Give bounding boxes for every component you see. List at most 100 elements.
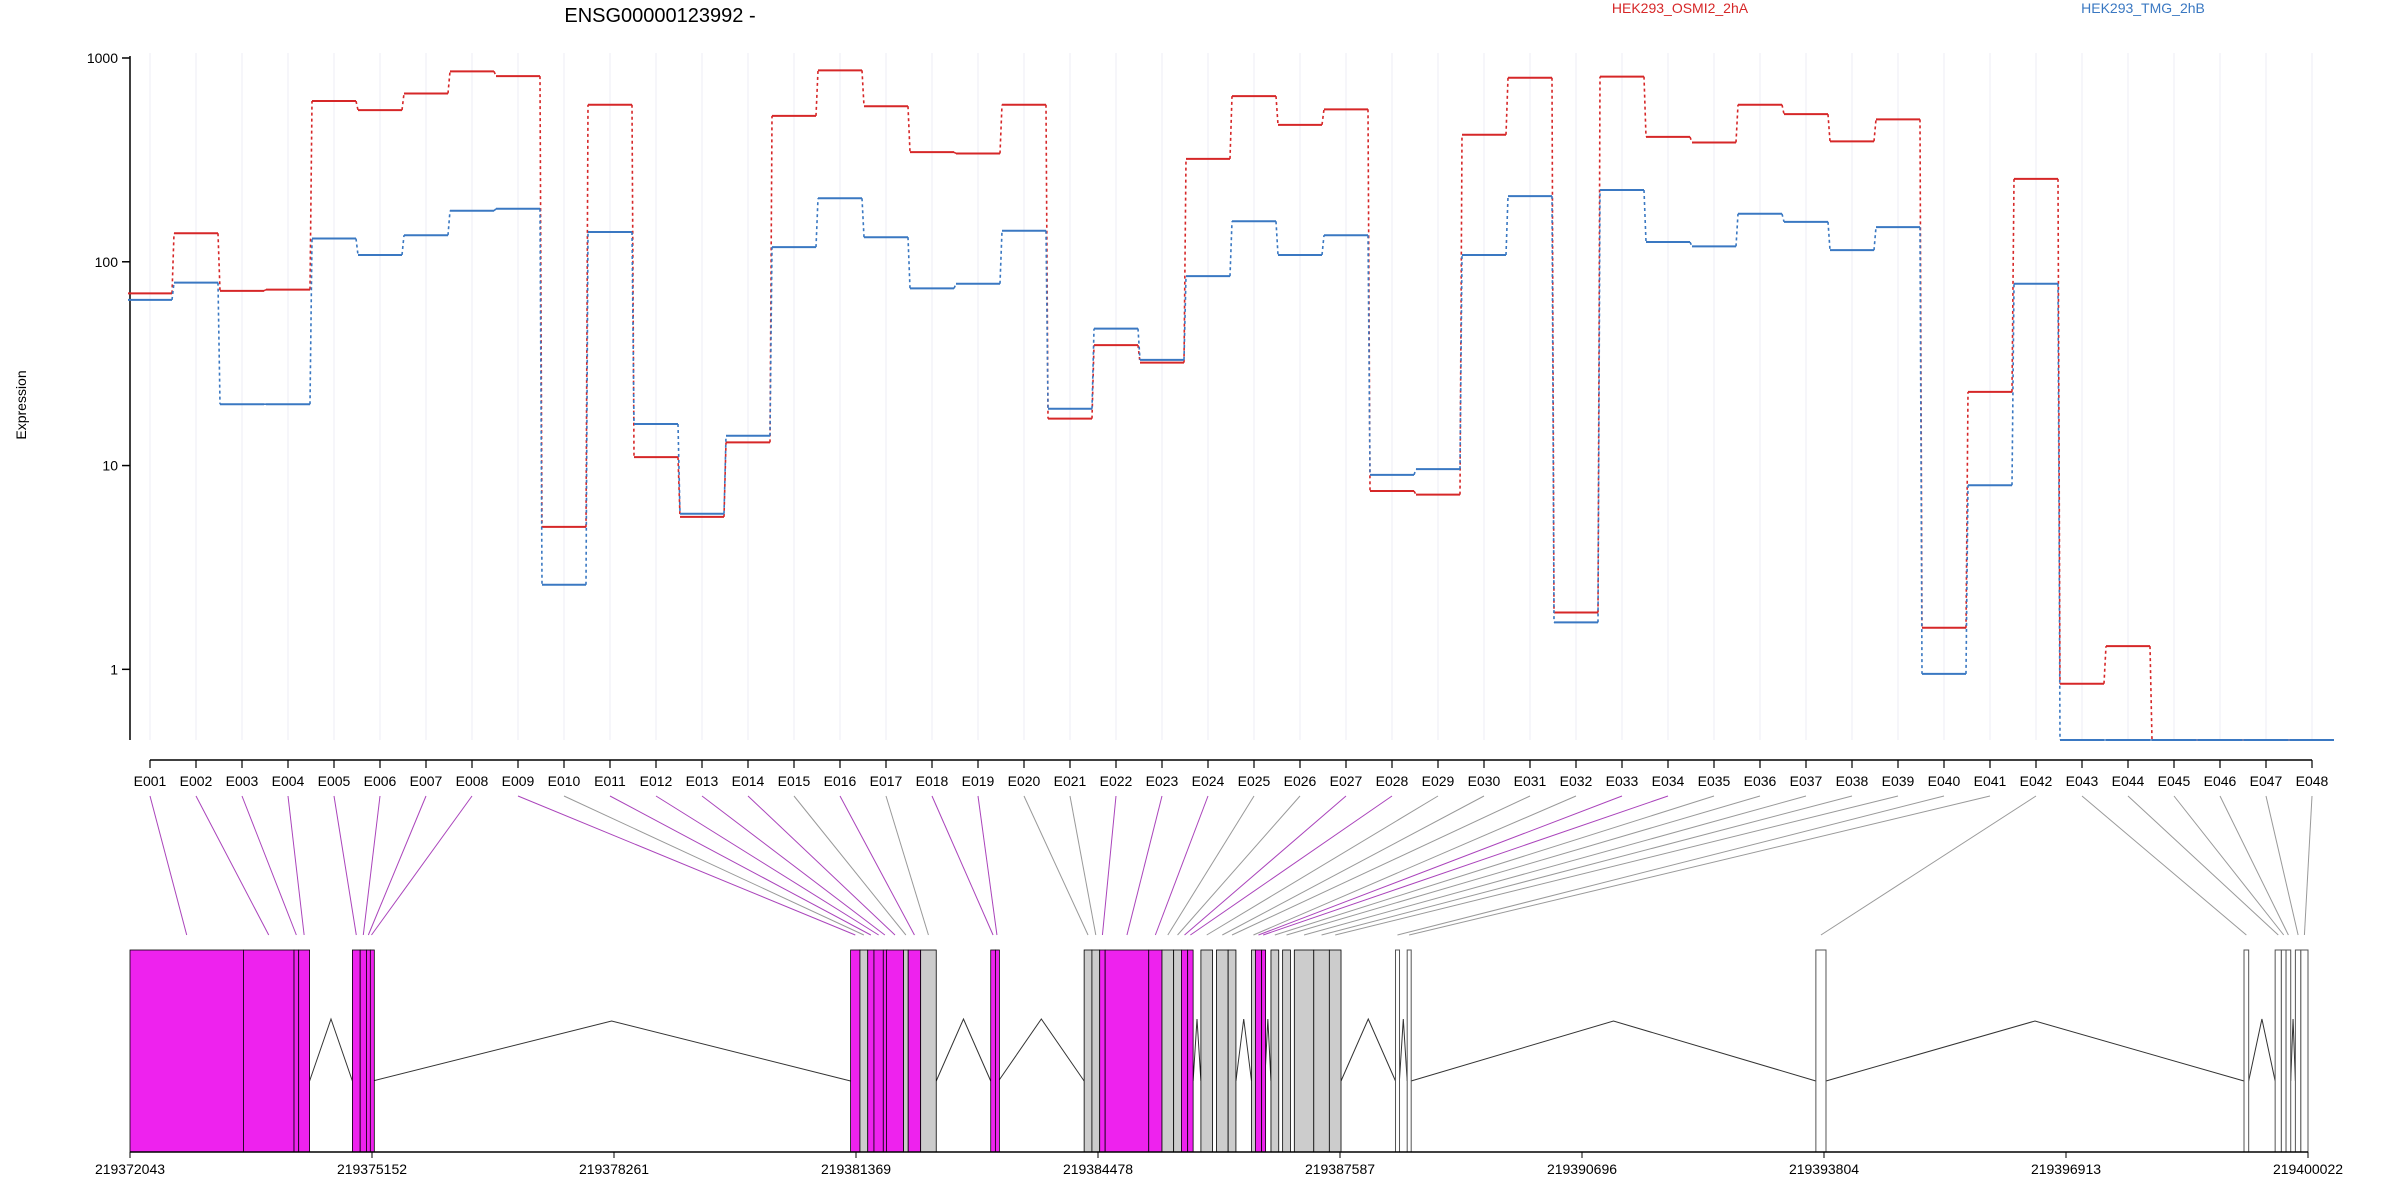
exon-connector [747, 795, 896, 936]
exon-connector [609, 795, 872, 936]
exon-connector [1231, 795, 1531, 936]
exon-connector [2173, 795, 2285, 936]
x-tick-label: E044 [2112, 773, 2145, 789]
exon-box [359, 949, 367, 1153]
exon-connector [1023, 795, 1089, 936]
exon-connector [287, 795, 305, 936]
gene-model [129, 949, 2309, 1153]
series-1-connector [171, 189, 2290, 741]
x-tick-label: E036 [1744, 773, 1777, 789]
exon-box [1251, 949, 1256, 1153]
exon-box [352, 949, 361, 1153]
x-tick-label: E010 [548, 773, 581, 789]
x-tick-label: E027 [1330, 773, 1363, 789]
x-tick-label: E043 [2066, 773, 2099, 789]
y-tick-label: 100 [95, 254, 119, 270]
x-tick-label: E019 [962, 773, 995, 789]
x-tick-label: E021 [1054, 773, 1087, 789]
exon-box [1173, 949, 1182, 1153]
exon-connector [1167, 795, 1255, 936]
exon-box [994, 949, 1000, 1153]
genomic-tick-label: 219387587 [1305, 1161, 1375, 1177]
x-tick-label: E030 [1468, 773, 1501, 789]
exon-connector [1126, 795, 1163, 936]
x-tick-label: E002 [180, 773, 213, 789]
exon-connector [1206, 795, 1439, 936]
intron [372, 1020, 851, 1082]
exon-connector [931, 795, 994, 936]
x-tick-label: E012 [640, 773, 673, 789]
exon-box [1227, 949, 1237, 1153]
exon-connector [1397, 795, 1945, 936]
exon-connector [1335, 795, 1899, 936]
exon-connector [885, 795, 929, 936]
genomic-tick-label: 219375152 [337, 1161, 407, 1177]
exon-connector [977, 795, 998, 936]
exon-box [1282, 949, 1291, 1153]
exon-connector [2265, 795, 2299, 936]
exon-box [1104, 949, 1150, 1153]
exon-box [1200, 949, 1213, 1153]
exon-connector [563, 795, 865, 936]
exon-connector [1222, 795, 1485, 936]
exon-connector [1286, 795, 1761, 936]
x-tick-label: E035 [1698, 773, 1731, 789]
genomic-tick-label: 219393804 [1789, 1161, 1859, 1177]
x-tick-label: E011 [594, 773, 626, 789]
intron [1192, 1018, 1202, 1082]
x-tick-label: E015 [778, 773, 811, 789]
exon-connector [1321, 795, 1853, 936]
x-tick-label: E023 [1146, 773, 1179, 789]
genomic-tick-label: 219400022 [2273, 1161, 2343, 1177]
exon-box [1216, 949, 1229, 1153]
exon-box [1187, 949, 1194, 1153]
exon-box [2285, 949, 2292, 1153]
exon-box [907, 949, 922, 1153]
intron [998, 1018, 1085, 1082]
exon-box [1254, 949, 1263, 1153]
x-tick-label: E040 [1928, 773, 1961, 789]
exon-box [293, 949, 300, 1153]
x-tick-label: E005 [318, 773, 351, 789]
exon-connector [2219, 795, 2289, 936]
exon-box [1099, 949, 1106, 1153]
exon-connector [839, 795, 915, 936]
x-tick-label: E042 [2020, 773, 2053, 789]
series-0-connector [171, 70, 2290, 741]
x-tick-label: E008 [456, 773, 489, 789]
exon-box [298, 949, 310, 1153]
exon-box [850, 949, 861, 1153]
x-tick-label: E025 [1238, 773, 1271, 789]
exon-box [1091, 949, 1101, 1153]
exon-connector [195, 795, 270, 936]
exon-box [867, 949, 875, 1153]
exon-connector [1274, 795, 1715, 936]
exon-box [903, 949, 909, 1153]
exon-connector [1069, 795, 1097, 936]
exon-connector [1190, 795, 1393, 936]
x-tick-label: E009 [502, 773, 535, 789]
exon-box [369, 949, 375, 1153]
series-lines [128, 69, 2334, 741]
exon-box [920, 949, 937, 1153]
exon-connector [1303, 795, 1807, 936]
exon-connector [793, 795, 907, 936]
y-tick-label: 10 [102, 458, 118, 474]
vertical-grid [149, 53, 2313, 740]
intron [1825, 1020, 2245, 1082]
exon-box [886, 949, 904, 1153]
x-tick-label: E024 [1192, 773, 1225, 789]
intron [309, 1017, 353, 1082]
exon-connector [1820, 795, 2037, 936]
x-tick-label: E022 [1100, 773, 1133, 789]
intron [2290, 1018, 2296, 1082]
exon-connector [517, 795, 856, 936]
x-tick-label: E046 [2204, 773, 2237, 789]
exon-box [366, 949, 371, 1153]
genomic-tick-label: 219381369 [821, 1161, 891, 1177]
exon-box [1293, 949, 1315, 1153]
x-tick-label: E041 [1974, 773, 2007, 789]
exon-box [2280, 949, 2287, 1153]
exon-connector [371, 795, 473, 936]
